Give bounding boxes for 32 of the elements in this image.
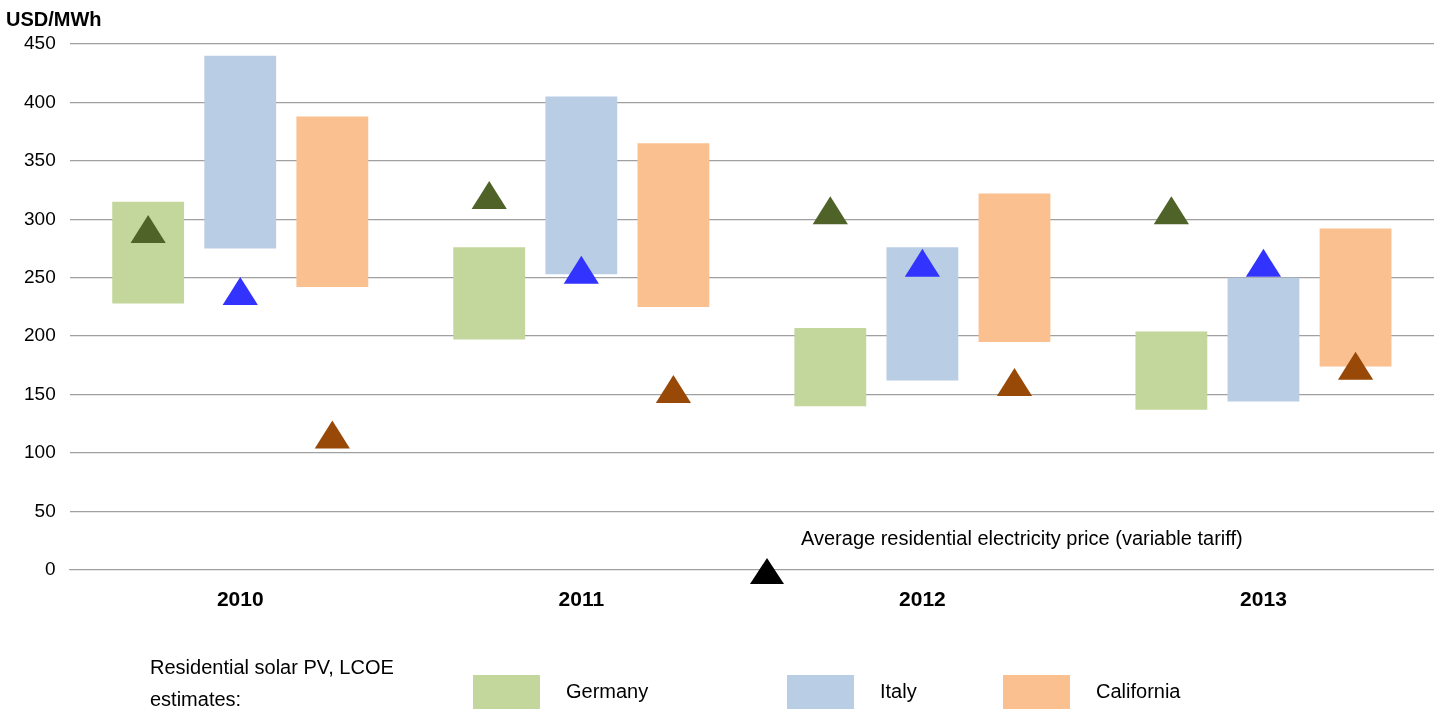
bar	[296, 116, 369, 288]
x-tick-label: 2010	[216, 587, 264, 611]
legend-label: California	[1096, 679, 1182, 702]
bar	[978, 193, 1051, 342]
y-tick-label: 100	[24, 441, 56, 463]
x-tick-label: 2013	[1240, 587, 1287, 611]
legend-title: Residential solar PV, LCOE estimates:	[150, 655, 394, 710]
bar	[1227, 277, 1300, 402]
y-tick-label: 200	[24, 324, 56, 346]
x-tick-label: 2012	[899, 587, 946, 611]
y-tick-label: 150	[24, 382, 56, 404]
bar	[1135, 331, 1208, 410]
y-tick-label: 300	[24, 207, 56, 229]
bar	[204, 55, 277, 249]
y-tick-label: 250	[24, 265, 56, 287]
y-axis-title: USD/MWh	[6, 7, 102, 30]
bar	[453, 247, 526, 340]
bar	[545, 96, 618, 275]
y-tick-label: 350	[24, 149, 56, 171]
bar	[637, 143, 710, 307]
annotation: Average residential electricity price (variable tariff)	[801, 527, 1243, 550]
legend-label: Germany	[566, 679, 649, 702]
x-tick-label: 2011	[558, 587, 605, 611]
bar	[886, 247, 959, 381]
y-tick-label: 0	[45, 558, 56, 580]
bar	[794, 327, 867, 407]
bar	[112, 201, 185, 304]
y-tick-label: 450	[24, 32, 56, 54]
bar	[1319, 228, 1392, 367]
legend-label: Italy	[880, 679, 917, 702]
y-tick-label: 50	[34, 499, 56, 521]
y-tick-label: 400	[24, 90, 56, 112]
